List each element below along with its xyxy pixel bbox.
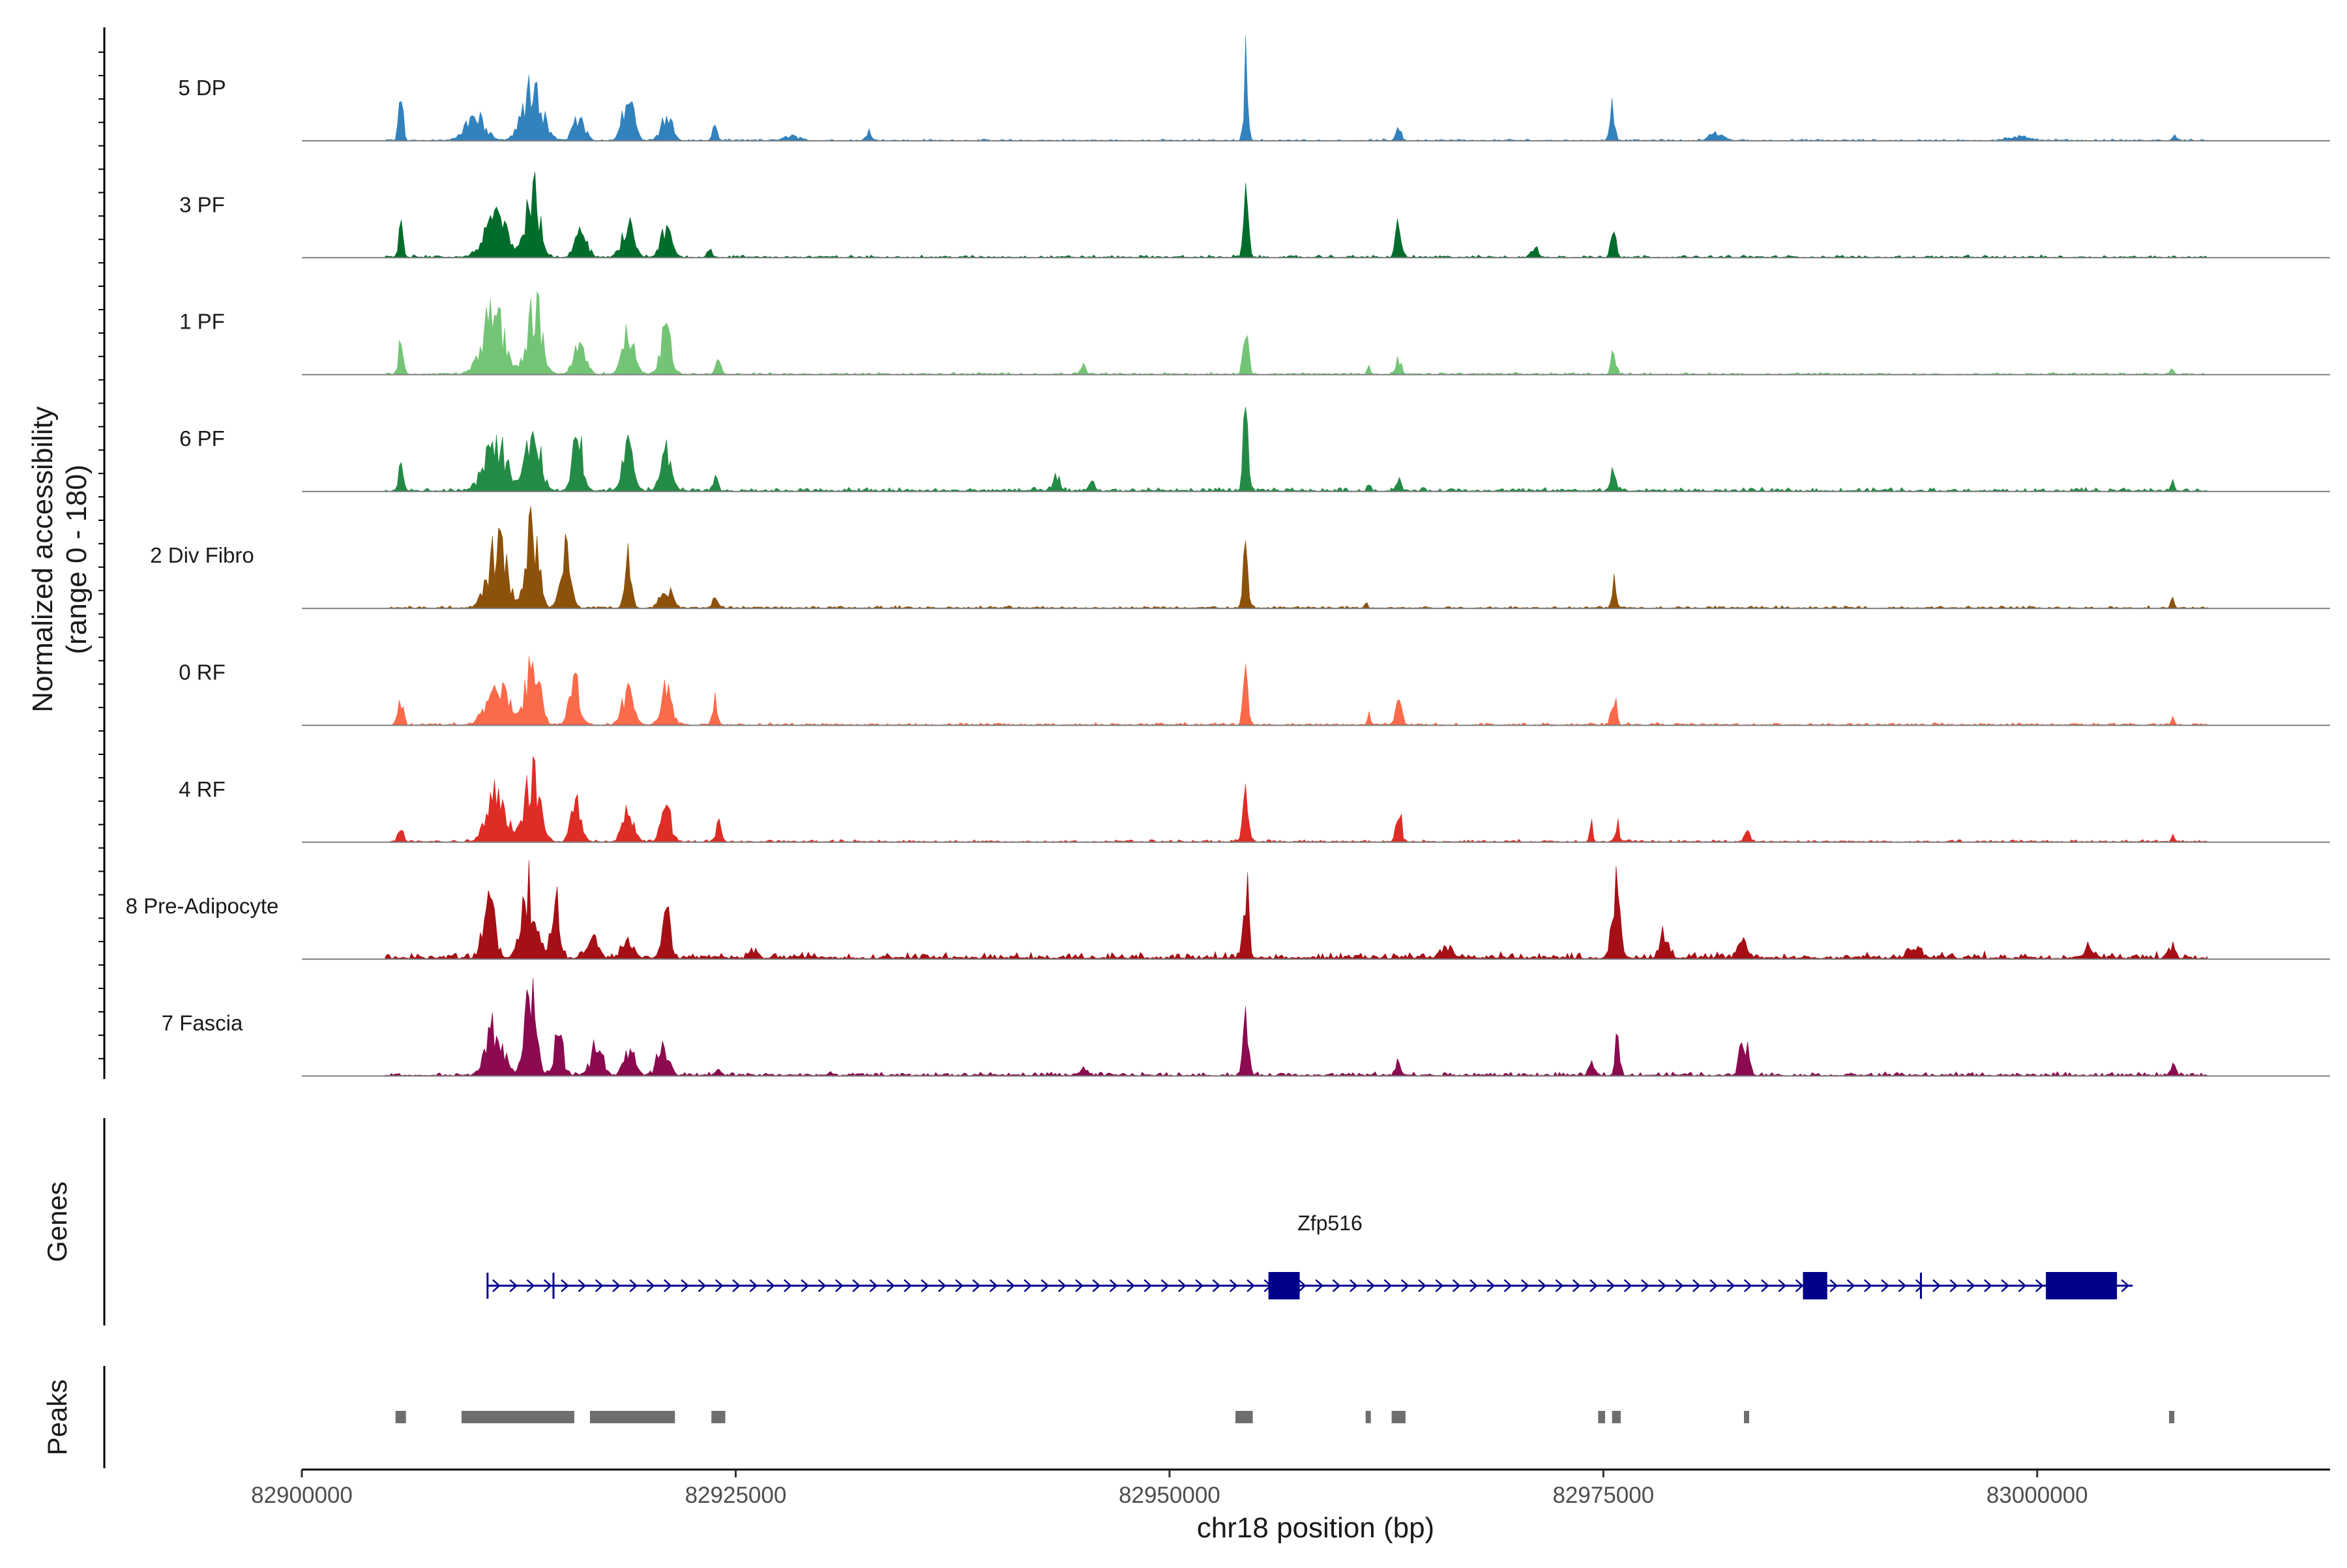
coverage-area: [385, 171, 2207, 258]
coverage-area: [385, 756, 2207, 843]
track-1-pf: 1 PF: [179, 291, 2330, 376]
track-7-fascia: 7 Fascia: [162, 978, 2330, 1077]
peak-region: [1612, 1411, 1621, 1423]
genes-section-label: Genes: [42, 1181, 72, 1262]
track-4-rf: 4 RF: [179, 756, 2330, 843]
gene-exon: [1268, 1272, 1300, 1299]
peak-region: [395, 1411, 406, 1423]
gene-name-label: Zfp516: [1297, 1211, 1363, 1235]
gene-model-zfp516: [486, 1272, 2133, 1299]
coverage-area: [385, 506, 2207, 609]
track-label: 1 PF: [179, 310, 225, 334]
track-label: 4 RF: [179, 777, 226, 801]
x-tick-label: 82900000: [251, 1483, 353, 1508]
coverage-tracks: 5 DP 3 PF 1 PF 6 PF 2 Div Fibro 0 RF 4 RF 8 Pre…: [126, 36, 2330, 1077]
coverage-area: [385, 407, 2207, 492]
track-label: 7 Fascia: [162, 1011, 243, 1035]
coverage-y-axis-title-line2: (range 0 - 180): [61, 464, 93, 654]
coverage-area: [385, 860, 2207, 960]
peaks-section-label: Peaks: [42, 1380, 72, 1456]
peak-region: [1391, 1411, 1406, 1423]
x-axis: 82900000 82925000 82950000 82975000 83000000: [251, 1470, 2088, 1508]
track-5-dp: 5 DP: [178, 36, 2330, 141]
peak-region: [1365, 1411, 1371, 1423]
x-tick-label: 82925000: [685, 1483, 787, 1508]
track-3-pf: 3 PF: [179, 171, 2330, 259]
peak-region: [1598, 1411, 1605, 1423]
coverage-area: [385, 656, 2207, 726]
x-axis-title: chr18 position (bp): [1197, 1512, 1434, 1544]
track-6-pf: 6 PF: [179, 407, 2330, 492]
peak-regions: [395, 1411, 2175, 1423]
gene-exon: [1803, 1272, 1827, 1299]
coverage-y-ticks: [98, 52, 104, 1059]
track-0-rf: 0 RF: [179, 656, 2330, 726]
coverage-area: [385, 36, 2207, 141]
track-label: 8 Pre-Adipocyte: [126, 894, 279, 918]
track-label: 5 DP: [178, 76, 226, 100]
peak-region: [461, 1411, 574, 1423]
gene-exon: [2046, 1272, 2118, 1299]
x-tick-label: 82975000: [1552, 1483, 1654, 1508]
peak-region: [2169, 1411, 2175, 1423]
x-tick-label: 82950000: [1119, 1483, 1220, 1508]
track-label: 6 PF: [179, 426, 225, 451]
coverage-area: [385, 291, 2207, 375]
gene-strand-arrows: [492, 1279, 2130, 1292]
coverage-area: [385, 978, 2207, 1076]
track-8-pre-adipocyte: 8 Pre-Adipocyte: [126, 860, 2330, 960]
track-2-div-fibro: 2 Div Fibro: [150, 506, 2330, 610]
x-tick-label: 83000000: [1986, 1483, 2088, 1508]
peak-region: [711, 1411, 726, 1423]
track-label: 3 PF: [179, 192, 225, 216]
coverage-y-axis-title-line1: Normalized accessibility: [27, 406, 59, 712]
track-label: 0 RF: [179, 660, 226, 685]
peak-region: [1235, 1411, 1253, 1423]
peak-region: [1744, 1411, 1749, 1423]
peak-region: [589, 1411, 675, 1423]
track-label: 2 Div Fibro: [150, 543, 254, 567]
